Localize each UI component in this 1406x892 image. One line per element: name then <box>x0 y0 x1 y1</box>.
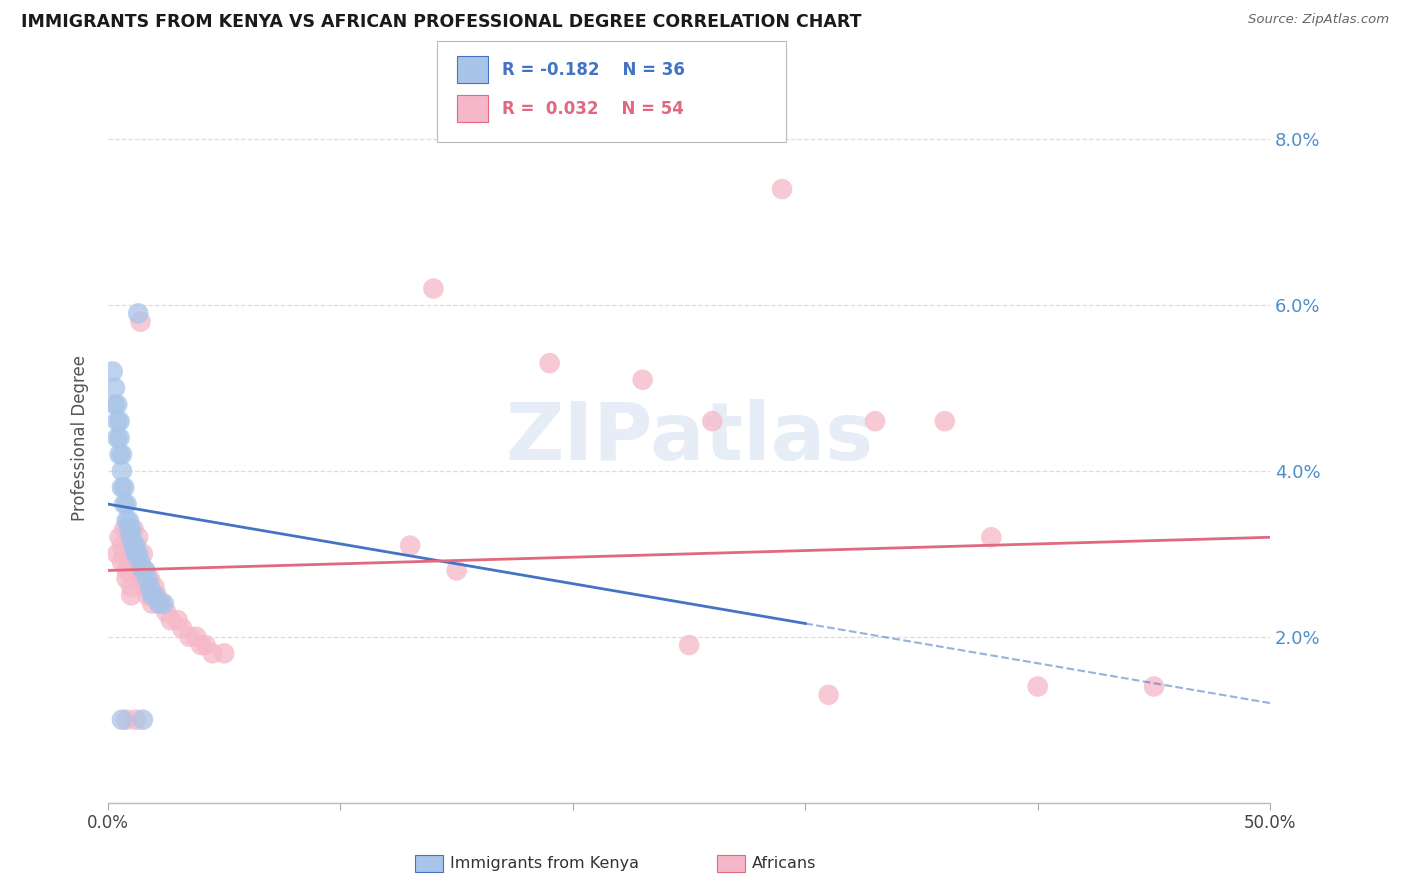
Point <box>166 613 188 627</box>
Point <box>141 597 163 611</box>
Point <box>446 564 468 578</box>
Point <box>159 613 181 627</box>
Point <box>863 414 886 428</box>
Point <box>118 522 141 536</box>
Point <box>136 572 159 586</box>
Point <box>112 547 135 561</box>
Point <box>143 588 166 602</box>
Point <box>120 580 142 594</box>
Point <box>1143 680 1166 694</box>
Point <box>108 447 131 461</box>
Point <box>148 597 170 611</box>
Point <box>143 580 166 594</box>
Text: IMMIGRANTS FROM KENYA VS AFRICAN PROFESSIONAL DEGREE CORRELATION CHART: IMMIGRANTS FROM KENYA VS AFRICAN PROFESS… <box>21 13 862 31</box>
Point <box>127 306 149 320</box>
Point <box>155 605 177 619</box>
Point <box>146 588 169 602</box>
Text: R = -0.182    N = 36: R = -0.182 N = 36 <box>502 61 685 78</box>
Point <box>770 182 793 196</box>
Point <box>127 547 149 561</box>
Point <box>120 530 142 544</box>
Point <box>115 564 138 578</box>
Point <box>101 364 124 378</box>
Point <box>105 431 128 445</box>
Point <box>678 638 700 652</box>
Point <box>111 481 134 495</box>
Point <box>108 530 131 544</box>
Text: R =  0.032    N = 54: R = 0.032 N = 54 <box>502 100 683 118</box>
Point <box>111 555 134 569</box>
Point <box>108 414 131 428</box>
Point <box>122 522 145 536</box>
Point <box>1026 680 1049 694</box>
Point <box>538 356 561 370</box>
Point <box>194 638 217 652</box>
Text: Source: ZipAtlas.com: Source: ZipAtlas.com <box>1249 13 1389 27</box>
Point <box>105 547 128 561</box>
Point <box>127 564 149 578</box>
Point <box>115 713 138 727</box>
Point <box>118 564 141 578</box>
Point <box>125 547 148 561</box>
Point <box>105 414 128 428</box>
Point <box>129 315 152 329</box>
Point <box>118 514 141 528</box>
Point <box>141 588 163 602</box>
Point <box>134 580 156 594</box>
Point <box>201 646 224 660</box>
Point <box>631 373 654 387</box>
Point <box>817 688 839 702</box>
Point <box>112 497 135 511</box>
Point <box>111 713 134 727</box>
Point <box>212 646 235 660</box>
Point <box>122 539 145 553</box>
Point <box>186 630 208 644</box>
Point <box>702 414 724 428</box>
Point <box>111 447 134 461</box>
Point <box>129 572 152 586</box>
Text: Africans: Africans <box>752 856 817 871</box>
Text: ZIPatlas: ZIPatlas <box>505 399 873 477</box>
Point <box>132 564 155 578</box>
Point <box>115 572 138 586</box>
Point <box>112 522 135 536</box>
Point <box>148 597 170 611</box>
Point <box>134 564 156 578</box>
Point <box>399 539 422 553</box>
Point <box>139 572 162 586</box>
Point <box>132 547 155 561</box>
Point <box>115 497 138 511</box>
Point <box>111 464 134 478</box>
Point <box>112 481 135 495</box>
Point <box>179 630 201 644</box>
Point <box>104 398 127 412</box>
Point <box>108 431 131 445</box>
Point <box>105 398 128 412</box>
Point <box>136 588 159 602</box>
Point <box>125 713 148 727</box>
Point <box>127 530 149 544</box>
Point <box>118 539 141 553</box>
Point <box>422 281 444 295</box>
Point <box>125 555 148 569</box>
Point <box>980 530 1002 544</box>
Point <box>152 597 174 611</box>
Point <box>150 597 173 611</box>
Point <box>122 547 145 561</box>
Point <box>111 539 134 553</box>
Point <box>934 414 956 428</box>
Text: Immigrants from Kenya: Immigrants from Kenya <box>450 856 638 871</box>
Point <box>104 381 127 395</box>
Point <box>134 564 156 578</box>
Point <box>132 713 155 727</box>
Point <box>120 522 142 536</box>
Point <box>190 638 212 652</box>
Point <box>172 622 194 636</box>
Point <box>139 580 162 594</box>
Point <box>120 588 142 602</box>
Y-axis label: Professional Degree: Professional Degree <box>72 355 89 521</box>
Point <box>125 539 148 553</box>
Point <box>129 555 152 569</box>
Point <box>115 514 138 528</box>
